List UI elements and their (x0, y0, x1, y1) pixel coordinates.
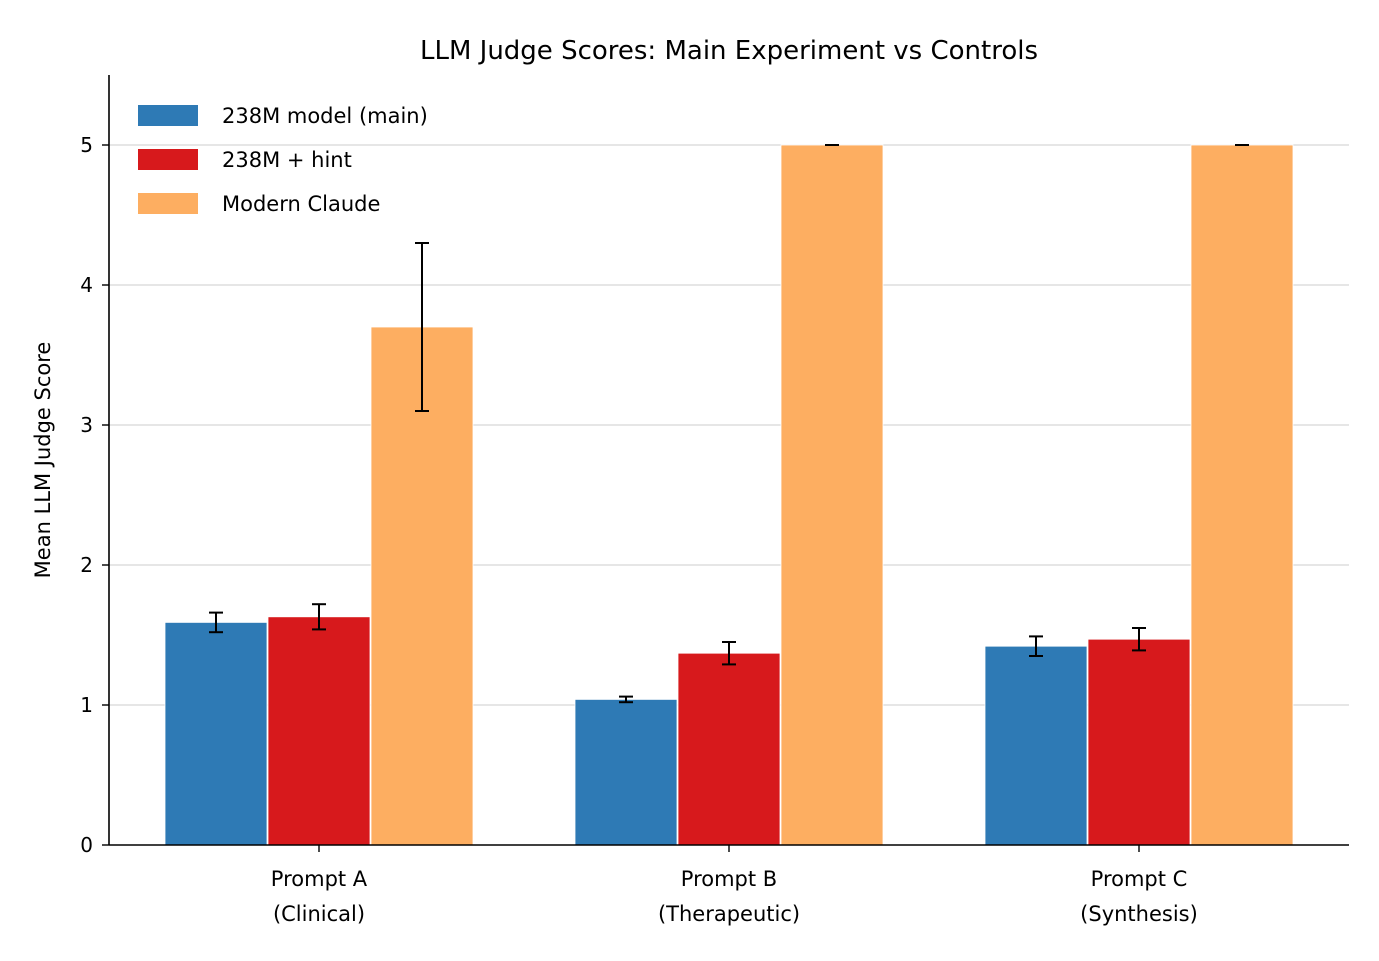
y-tick-label: 0 (80, 833, 93, 857)
x-tick-label: Prompt B (681, 867, 777, 891)
error-bar (1132, 627, 1146, 652)
error-bars (209, 144, 1249, 704)
y-tick-label: 3 (80, 413, 93, 437)
error-bar (1029, 635, 1043, 657)
bar (780, 144, 884, 846)
legend-swatch (138, 193, 198, 214)
x-tick-label: (Clinical) (273, 902, 365, 926)
error-bar (312, 603, 326, 631)
x-tick-label: Prompt A (271, 867, 368, 891)
bar (1190, 144, 1294, 846)
error-bar (209, 611, 223, 634)
error-bar (619, 695, 633, 704)
bar (574, 699, 678, 846)
x-tick-label: (Therapeutic) (658, 902, 800, 926)
legend-swatch (138, 105, 198, 126)
bars (164, 144, 1294, 846)
y-tick-label: 1 (80, 693, 93, 717)
legend-swatch (138, 149, 198, 170)
x-ticks: Prompt A (Clinical) Prompt B (Therapeutic) P… (271, 845, 1198, 926)
legend-label: Modern Claude (222, 192, 380, 216)
y-axis-label: Mean LLM Judge Score (31, 342, 55, 579)
legend-label: 238M model (main) (222, 104, 428, 128)
legend: 238M model (main) 238M + hint Modern Claud… (138, 104, 428, 216)
bar (1087, 638, 1191, 846)
x-tick-label: Prompt C (1091, 867, 1188, 891)
bar (984, 645, 1088, 846)
y-ticks: 0 1 2 3 4 5 (80, 133, 109, 857)
legend-label: 238M + hint (222, 148, 352, 172)
bar (164, 622, 268, 846)
y-tick-label: 2 (80, 553, 93, 577)
x-tick-label: (Synthesis) (1080, 902, 1198, 926)
bar (677, 652, 781, 846)
error-bar (722, 641, 736, 666)
bar (370, 326, 474, 846)
y-tick-label: 5 (80, 133, 93, 157)
chart-title: LLM Judge Scores: Main Experiment vs Con… (420, 36, 1038, 66)
error-bar (415, 242, 429, 412)
bar (267, 616, 371, 846)
y-tick-label: 4 (80, 273, 93, 297)
